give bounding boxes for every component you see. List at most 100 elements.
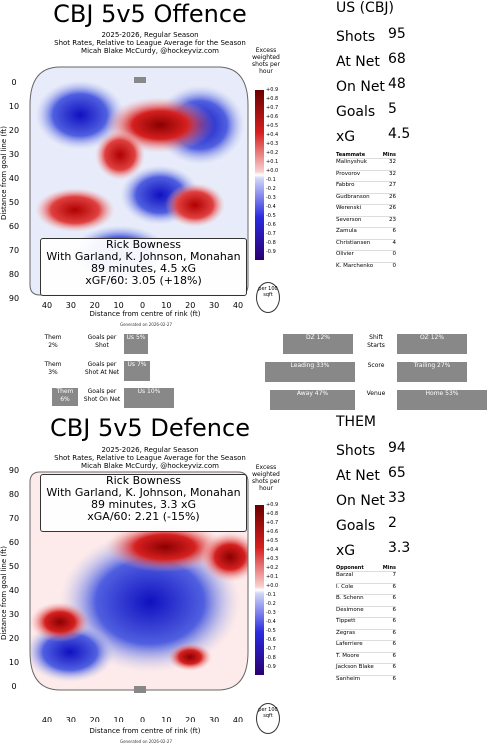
us_stats-row-value: 68 xyxy=(388,51,406,67)
goals-us-value: Us 7% xyxy=(124,361,150,381)
table-row: Severson 23 xyxy=(336,215,396,228)
offence-colorbar-tick: +0.7 xyxy=(266,105,279,111)
goals-rate-label: Goals per Shot xyxy=(87,334,117,349)
offence-colorbar-tick: +0.2 xyxy=(266,150,279,156)
us_stats-row-label: Shots xyxy=(336,29,376,45)
us_stats-row-value: 5 xyxy=(388,101,397,117)
player-name: Gudbranson xyxy=(336,193,370,200)
player-mins: 32 xyxy=(389,170,396,177)
them-opponent-rows: Barzal 7 I. Cole 6 B. Schenn 6 Desimone 6 Tippet… xyxy=(336,571,396,686)
player-name: Jackson Blake xyxy=(336,664,374,670)
split-left-value: DZ 12% xyxy=(283,334,353,354)
offence-blob-red-mid xyxy=(95,130,145,180)
defence-coach: Rick Bowness xyxy=(105,474,182,487)
split-right-value: OZ 12% xyxy=(397,334,467,354)
table-row: Werenski 26 xyxy=(336,204,396,216)
table-row: I. Cole 6 xyxy=(336,582,396,595)
offence-colorbar-tick: +0.1 xyxy=(266,159,279,165)
them_stats-row-value: 33 xyxy=(388,490,406,506)
offence-title: CBJ 5v5 Offence xyxy=(53,0,247,28)
offence-ytick: 50 xyxy=(9,198,19,207)
table-row: Olivier 0 xyxy=(336,250,396,262)
offence-subtitle-line-3: Micah Blake McCurdy, @hockeyviz.com xyxy=(81,47,219,55)
table-row: Jackson Blake 6 xyxy=(336,663,396,675)
offence-colorbar-tick: +0.4 xyxy=(266,132,279,138)
offence-colorbar-tick: +0.8 xyxy=(266,96,279,102)
split-right-value: Trailing 27% xyxy=(397,362,467,382)
goals-rate-label: Goals per Shot On Net xyxy=(83,388,121,403)
offence-ytick: 30 xyxy=(9,150,19,159)
defence-ytick: 20 xyxy=(9,634,19,643)
player-mins: 6 xyxy=(392,675,397,682)
defence-colorbar-tick: -0.8 xyxy=(266,655,276,661)
player-mins: 0 xyxy=(392,251,397,257)
them_stats-row-label: On Net xyxy=(336,493,385,509)
defence-colorbar-tick: +0.8 xyxy=(266,511,279,517)
defence-colorbar-tick: -0.1 xyxy=(266,592,276,598)
player-mins: 32 xyxy=(389,159,396,165)
player-name: Olivier xyxy=(336,251,354,257)
defence-colorbar-tick: +0.7 xyxy=(266,520,279,526)
player-mins: 7 xyxy=(392,572,397,578)
player-name: T. Moore xyxy=(336,652,360,659)
offence-colorbar-tick: +0.5 xyxy=(266,123,279,129)
offence-ytick: 60 xyxy=(9,222,19,231)
offence-ytick: 0 xyxy=(11,78,16,87)
offence-legend-title: Excess weighted shots per hour xyxy=(252,47,280,75)
goals-them-value: Them 6% xyxy=(52,388,78,406)
offence-minutes: 89 minutes, 4.5 xG xyxy=(90,262,197,275)
player-name: K. Marchenko xyxy=(336,262,374,269)
defence-xtick: 10 xyxy=(161,716,171,722)
us_stats-row-value: 48 xyxy=(388,76,406,92)
player-mins: 26 xyxy=(389,205,396,211)
defence-ylabel-text: Distance from goal line (ft) xyxy=(0,546,8,640)
offence-info-box: Rick Bowness With Garland, K. Johnson, M… xyxy=(40,238,247,296)
defence-colorbar-tick: +0.0 xyxy=(266,583,279,589)
player-name: Zamula xyxy=(336,228,357,234)
offence-colorbar-tick: +0.0 xyxy=(266,168,279,174)
us_stats-row-value: 4.5 xyxy=(388,126,411,142)
defence-xlabel: Distance from centre of rink (ft) xyxy=(89,727,201,735)
offence-rate: xGF/60: 3.05 (+18%) xyxy=(85,274,202,287)
table-row: Tippett 6 xyxy=(336,617,396,629)
offence-xlabel: Distance from centre of rink (ft) xyxy=(89,310,201,318)
goals-rate-label: Goals per Shot At Net xyxy=(84,361,120,376)
player-mins: 6 xyxy=(392,618,397,624)
defence-xtick: 30 xyxy=(66,716,76,722)
goals-us-value: Us 5% xyxy=(124,334,148,354)
offence-colorbar-tick: -0.6 xyxy=(266,222,276,228)
split-label: Shift Starts xyxy=(367,334,385,349)
defence-title: CBJ 5v5 Defence xyxy=(50,414,250,442)
us_stats-row-label: Goals xyxy=(336,104,376,120)
defence-blob-red-left xyxy=(30,602,90,642)
split-label: Score xyxy=(367,362,385,369)
offence-x-ticks: 40 30 20 10 0 10 20 30 40 xyxy=(42,301,243,310)
offence-subtitle: 2025-2026, Regular Season Shot Rates, Re… xyxy=(30,31,270,55)
player-name: Tippett xyxy=(336,618,356,624)
split-left-value: Away 47% xyxy=(270,390,355,410)
defence-xtick: 20 xyxy=(90,716,100,722)
them_stats-row-label: At Net xyxy=(336,468,380,484)
split-left-value: Leading 33% xyxy=(265,362,355,382)
defence-subtitle-line-2: Shot Rates, Relative to League Average f… xyxy=(54,454,246,462)
defence-blob-red-right xyxy=(200,532,248,582)
offence-colorbar-tick: -0.8 xyxy=(266,240,276,246)
player-mins: 6 xyxy=(392,629,397,636)
offence-xtick: 10 xyxy=(161,301,171,310)
offence-goal-net xyxy=(134,77,146,83)
us_stats-row-label: xG xyxy=(336,129,356,145)
us_stats-row: At Net 68 xyxy=(336,51,446,70)
them_stats-row-label: Goals xyxy=(336,518,376,534)
them_stats-row-value: 94 xyxy=(388,440,406,456)
table-row: Laferriere 6 xyxy=(336,640,396,652)
defence-with-line: With Garland, K. Johnson, Monahan xyxy=(46,486,241,499)
offence-xtick: 20 xyxy=(185,301,195,310)
offence-per-label: per 100 sqft xyxy=(256,282,280,313)
defence-colorbar-tick: -0.3 xyxy=(266,610,276,616)
goals-them-value: Them 2% xyxy=(44,334,62,349)
table-row: Provorov 32 xyxy=(336,169,396,182)
defence-generated: Generated on 2026-02-27 xyxy=(120,739,172,744)
them_stats-row: On Net 33 xyxy=(336,490,446,509)
player-name: I. Cole xyxy=(336,583,354,590)
defence-xtick: 20 xyxy=(185,716,195,722)
